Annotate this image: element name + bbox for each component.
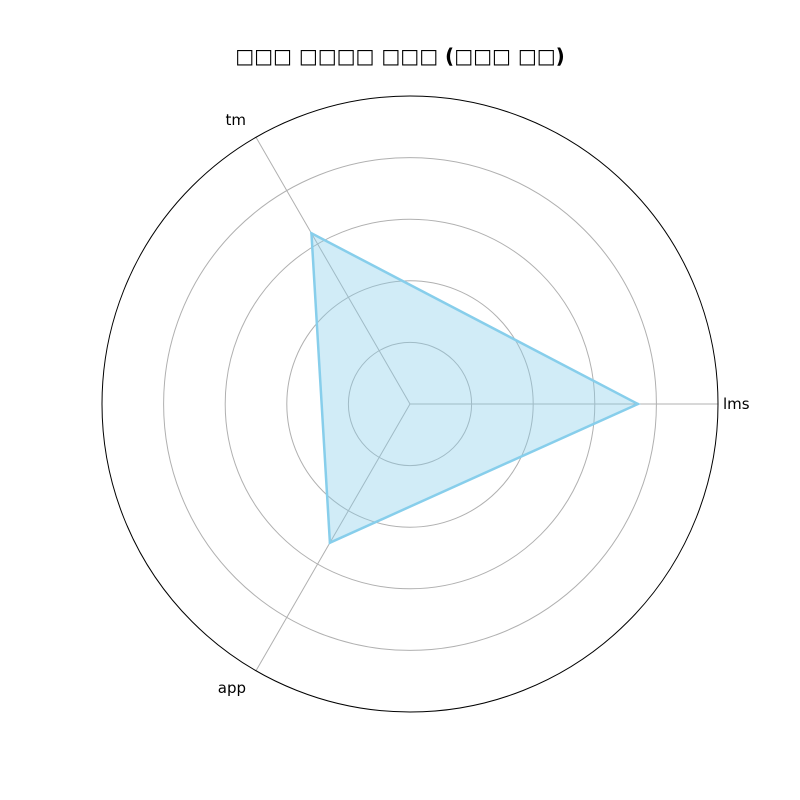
data-point <box>636 402 640 406</box>
chart-title: □□□ □□□□ □□□ (□□□ □□) <box>235 44 565 68</box>
grid-layer <box>101 95 719 713</box>
series-line <box>310 231 641 545</box>
data-point <box>310 232 313 235</box>
axis-spoke <box>255 137 411 405</box>
axis-spoke <box>255 403 411 671</box>
category-label-app: app <box>218 679 246 697</box>
series-layer <box>310 231 641 545</box>
category-label-lms: lms <box>723 395 750 413</box>
category-label-tm: tm <box>226 111 247 129</box>
data-point <box>328 541 332 544</box>
label-layer: lms tm app <box>218 111 750 697</box>
polar-frame <box>101 95 719 713</box>
series-area <box>311 233 638 543</box>
